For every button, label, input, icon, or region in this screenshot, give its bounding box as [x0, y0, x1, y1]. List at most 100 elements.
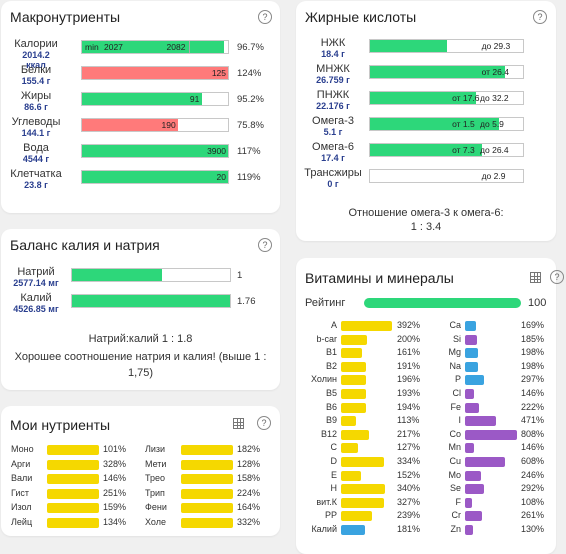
vitamin-row: Калий 181%: [307, 524, 431, 536]
macro-card: Макронутриенты ? Калории 2014.2 ккал min 202…: [1, 1, 280, 213]
fat-bar: от 17.6 до 32.2: [369, 91, 524, 105]
vitamin-value: 327%: [397, 496, 421, 507]
fat-row: Омега-3 5.1 г от 1.5 до 5.9: [296, 116, 556, 140]
macro-bar-fill: [82, 41, 224, 53]
vitamin-name: Se: [449, 483, 461, 494]
fats-title: Жирные кислоты: [305, 9, 417, 25]
vitamin-value: 196%: [397, 374, 421, 385]
my-nutrient-value: 328%: [103, 458, 127, 469]
vitamin-value: 127%: [397, 442, 421, 453]
fat-to: до 5.9: [480, 119, 504, 129]
my-nutrient-row: Трео 158%: [141, 473, 265, 485]
my-nutrient-row: Лизи 182%: [141, 444, 265, 456]
my-nutrient-value: 251%: [103, 487, 127, 498]
macro-percent: 117%: [237, 146, 261, 157]
help-icon[interactable]: ?: [258, 10, 272, 24]
vitamin-value: 471%: [521, 415, 545, 426]
fat-bar-fill: [370, 144, 482, 156]
fat-bar: от 7.3 до 26.4: [369, 143, 524, 157]
fat-value: 22.176 г: [316, 101, 350, 111]
kna-name-label: Натрий: [17, 266, 55, 278]
vitamin-bar: [341, 525, 365, 535]
macro-name-label: Клетчатка: [10, 168, 62, 180]
macro-name-label: Углеводы: [11, 116, 61, 128]
vitamin-row: Холин 196%: [307, 374, 431, 386]
vitamin-bar: [465, 361, 478, 372]
vitamin-row: B5 193%: [307, 388, 431, 400]
vitamin-value: 608%: [521, 456, 545, 466]
fat-row: Омега-6 17.4 г от 7.3 до 26.4: [296, 142, 556, 166]
vitamin-bar: [465, 429, 517, 440]
help-icon[interactable]: ?: [257, 416, 271, 430]
vitamin-name: B9: [325, 415, 337, 426]
my-nutrient-row: Арги 328%: [7, 459, 131, 471]
vitamin-row: B9 113%: [307, 415, 431, 427]
vitamin-name: B6: [325, 401, 337, 412]
macro-value: 155.4 г: [21, 76, 51, 86]
macro-name-label: Калории: [14, 38, 58, 50]
kna-note: Хорошее соотношение натрия и калия! (выш…: [14, 351, 267, 379]
scale-min-value: 2027: [104, 42, 123, 52]
vitamin-bar: [465, 484, 484, 495]
macro-value: 86.6 г: [24, 102, 48, 112]
macro-row: Вода 4544 г 3900 117%: [1, 143, 280, 167]
rating-fill: [364, 298, 521, 308]
vitamin-bar: [341, 375, 367, 386]
scale-max-value: 2082: [166, 42, 186, 52]
macro-bar-fill: [82, 171, 228, 183]
vitamin-bar: [341, 389, 367, 399]
rating-value: 100: [528, 297, 547, 309]
vitamin-row: B6 194%: [307, 402, 431, 414]
macro-value: 4544 г: [22, 154, 50, 164]
kna-name: Калий 4526.85 мг: [3, 293, 69, 315]
table-icon[interactable]: [233, 418, 244, 429]
omega-ratio-value: 1 : 3.4: [410, 221, 442, 233]
vitamin-name: Ca: [449, 320, 461, 330]
help-icon[interactable]: ?: [533, 10, 547, 24]
vitamin-value: 194%: [397, 401, 421, 412]
vitamin-row: Mn 146%: [431, 442, 555, 454]
vitamin-name: A: [330, 320, 337, 330]
vitamin-name: B1: [325, 347, 337, 358]
my-nutrient-name: Лизи: [145, 444, 166, 454]
vitamin-bar: [341, 334, 367, 345]
vitamin-value: 146%: [521, 442, 545, 453]
vitamin-name: b-car: [316, 333, 337, 344]
help-icon[interactable]: ?: [258, 238, 272, 252]
macro-name: Калории 2014.2 ккал: [3, 38, 69, 71]
macro-name: Жиры 86.6 г: [3, 91, 69, 113]
my-nutrient-row: Вали 146%: [7, 473, 131, 485]
vitamin-value: 198%: [521, 360, 545, 371]
table-icon[interactable]: [530, 272, 541, 283]
macro-name: Углеводы 144.1 г: [3, 116, 69, 139]
vitamins-card: Витамины и минералы ? Рейтинг 100 A 392% b…: [296, 258, 564, 554]
vitamin-bar: [465, 321, 476, 331]
kna-row: Калий 4526.85 мг 1.76: [1, 293, 280, 317]
kna-bar-fill: [72, 295, 230, 307]
vitamin-name: вит.К: [316, 496, 337, 507]
vitamin-name: Co: [449, 428, 461, 439]
vitamin-bar: [465, 402, 480, 413]
fat-name: МНЖК 26.759 г: [298, 63, 368, 86]
my-nutrient-bar: [47, 517, 99, 528]
vitamin-bar: [341, 484, 386, 495]
macro-row: Калории 2014.2 ккал min 2027 2082 96.7%: [1, 39, 280, 71]
vitamin-value: 130%: [521, 524, 545, 534]
fat-from: от 1.5: [452, 119, 475, 129]
help-icon[interactable]: ?: [550, 270, 564, 284]
my-nutrient-value: 128%: [237, 458, 261, 469]
vitamin-value: 297%: [521, 374, 545, 385]
vitamin-bar: [341, 429, 370, 440]
kna-bar-fill: [72, 269, 163, 281]
fat-name-label: МНЖК: [316, 63, 350, 75]
scale-min-label: min: [85, 42, 99, 52]
vitamin-row: P 297%: [431, 374, 555, 386]
fat-name-label: Трансжиры: [304, 167, 362, 179]
my-nutrient-name: Холе: [145, 516, 166, 527]
my-nutrient-value: 182%: [237, 444, 261, 454]
vitamin-name: E: [330, 469, 337, 480]
my-nutrient-bar: [47, 459, 99, 470]
my-nutrient-name: Арги: [11, 458, 31, 469]
vitamin-bar: [341, 416, 356, 427]
vitamin-name: Na: [449, 360, 461, 371]
